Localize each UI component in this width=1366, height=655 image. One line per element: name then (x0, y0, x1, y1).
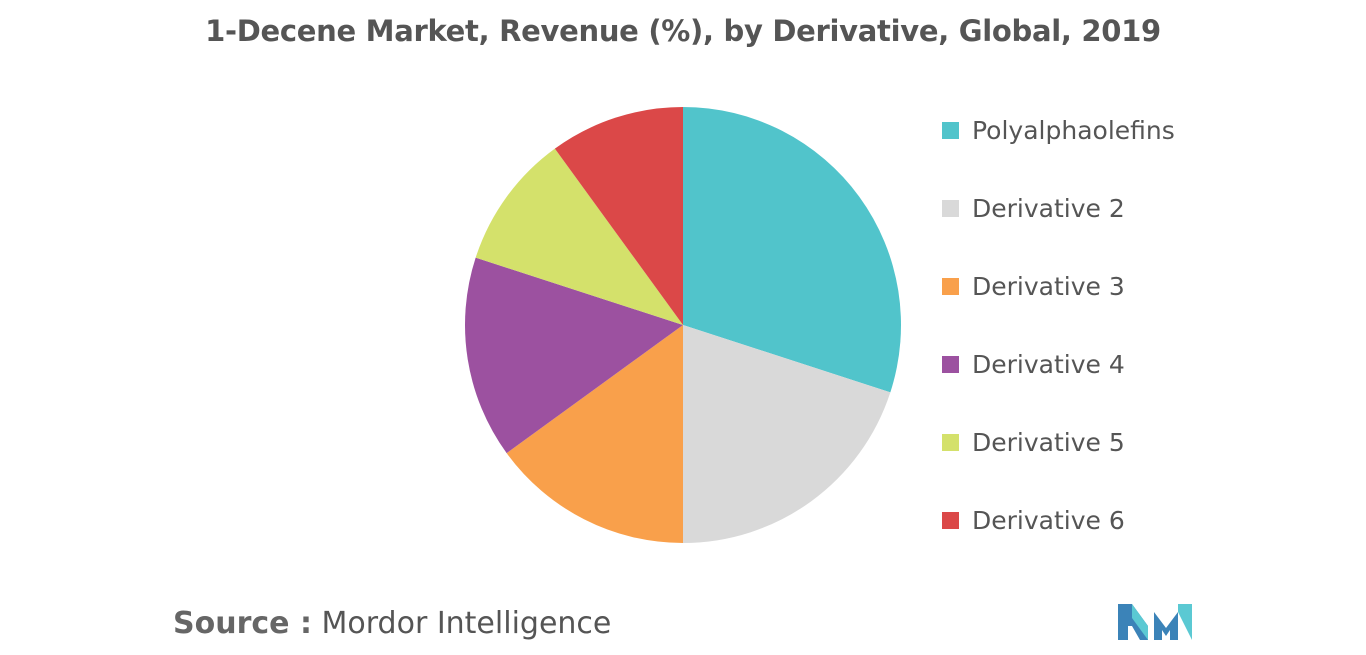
legend-swatch (942, 512, 959, 529)
chart-legend: Polyalphaolefins Derivative 2 Derivative 3… (942, 114, 1262, 582)
legend-item: Derivative 4 (942, 348, 1262, 426)
chart-title: 1-Decene Market, Revenue (%), by Derivat… (205, 14, 1161, 48)
mordor-intelligence-logo-icon (1118, 604, 1192, 640)
legend-label: Derivative 3 (972, 272, 1125, 301)
pie-slice-6 (554, 107, 683, 325)
legend-swatch (942, 278, 959, 295)
legend-label: Derivative 6 (972, 506, 1125, 535)
legend-label: Derivative 2 (972, 194, 1125, 223)
legend-swatch (942, 200, 959, 217)
legend-item: Derivative 2 (942, 192, 1262, 270)
legend-label: Derivative 5 (972, 428, 1125, 457)
pie-slice-4 (465, 257, 683, 454)
legend-item: Derivative 5 (942, 426, 1262, 504)
legend-swatch (942, 356, 959, 373)
pie-slice-3 (506, 325, 683, 543)
pie-slice-2 (683, 325, 891, 543)
legend-item: Polyalphaolefins (942, 114, 1262, 192)
pie-slice-1 (683, 107, 902, 393)
legend-label: Derivative 4 (972, 350, 1125, 379)
legend-item: Derivative 3 (942, 270, 1262, 348)
legend-swatch (942, 434, 959, 451)
source-note: Source : Mordor Intelligence (173, 606, 611, 641)
pie-slice-5 (475, 148, 683, 325)
legend-item: Derivative 6 (942, 504, 1262, 582)
source-text: Mordor Intelligence (321, 606, 612, 641)
source-label: Source : (173, 606, 312, 641)
legend-swatch (942, 122, 959, 139)
pie-slices (465, 107, 902, 543)
legend-label: Polyalphaolefins (972, 116, 1175, 145)
